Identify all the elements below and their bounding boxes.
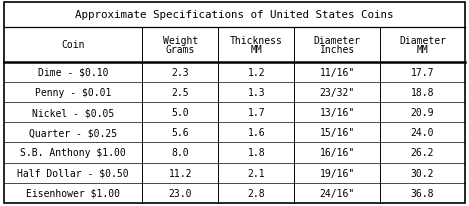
Text: MM: MM bbox=[250, 44, 262, 54]
Text: 24/16": 24/16" bbox=[319, 188, 355, 198]
Text: Penny - $0.01: Penny - $0.01 bbox=[35, 88, 111, 97]
Text: Approximate Specifications of United States Coins: Approximate Specifications of United Sta… bbox=[75, 10, 394, 20]
Text: Quarter - $0.25: Quarter - $0.25 bbox=[29, 128, 117, 138]
Text: 16/16": 16/16" bbox=[319, 148, 355, 158]
Text: 18.8: 18.8 bbox=[411, 88, 434, 97]
Text: 2.5: 2.5 bbox=[172, 88, 189, 97]
Text: 24.0: 24.0 bbox=[411, 128, 434, 138]
Text: 11.2: 11.2 bbox=[168, 168, 192, 178]
Text: MM: MM bbox=[416, 44, 429, 54]
Text: S.B. Anthony $1.00: S.B. Anthony $1.00 bbox=[20, 148, 126, 158]
Text: 36.8: 36.8 bbox=[411, 188, 434, 198]
Text: 5.0: 5.0 bbox=[172, 108, 189, 118]
Text: 5.6: 5.6 bbox=[172, 128, 189, 138]
Text: 1.3: 1.3 bbox=[248, 88, 265, 97]
Text: 30.2: 30.2 bbox=[411, 168, 434, 178]
Text: 20.9: 20.9 bbox=[411, 108, 434, 118]
Text: 1.8: 1.8 bbox=[248, 148, 265, 158]
Text: 15/16": 15/16" bbox=[319, 128, 355, 138]
Text: 8.0: 8.0 bbox=[172, 148, 189, 158]
Text: 1.2: 1.2 bbox=[248, 68, 265, 77]
Text: Grams: Grams bbox=[166, 44, 195, 54]
Text: 2.8: 2.8 bbox=[248, 188, 265, 198]
Text: Nickel - $0.05: Nickel - $0.05 bbox=[32, 108, 114, 118]
Text: 23.0: 23.0 bbox=[168, 188, 192, 198]
Text: 26.2: 26.2 bbox=[411, 148, 434, 158]
Text: 1.7: 1.7 bbox=[248, 108, 265, 118]
Text: Eisenhower $1.00: Eisenhower $1.00 bbox=[26, 188, 120, 198]
Text: Diameter: Diameter bbox=[399, 35, 446, 45]
Text: 1.6: 1.6 bbox=[248, 128, 265, 138]
Text: 2.3: 2.3 bbox=[172, 68, 189, 77]
Text: Dime - $0.10: Dime - $0.10 bbox=[38, 68, 108, 77]
Text: Coin: Coin bbox=[61, 40, 85, 50]
Text: 2.1: 2.1 bbox=[248, 168, 265, 178]
Text: 13/16": 13/16" bbox=[319, 108, 355, 118]
Text: Weight: Weight bbox=[163, 35, 198, 45]
Text: 17.7: 17.7 bbox=[411, 68, 434, 77]
Text: 11/16": 11/16" bbox=[319, 68, 355, 77]
Text: Inches: Inches bbox=[319, 44, 355, 54]
Text: Half Dollar - $0.50: Half Dollar - $0.50 bbox=[17, 168, 129, 178]
Text: Diameter: Diameter bbox=[314, 35, 361, 45]
Text: Thickness: Thickness bbox=[230, 35, 283, 45]
Text: 19/16": 19/16" bbox=[319, 168, 355, 178]
Text: 23/32": 23/32" bbox=[319, 88, 355, 97]
